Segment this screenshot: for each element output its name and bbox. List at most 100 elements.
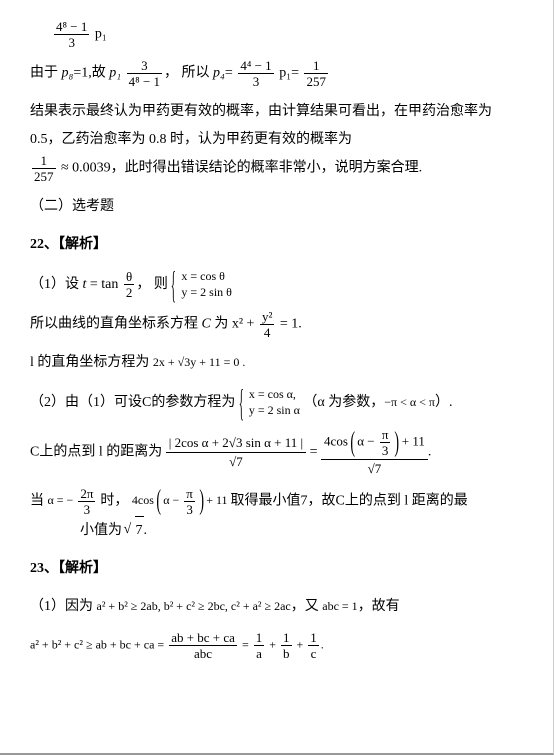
- cases-bracket: x = cos α, y = 2 sin α: [239, 387, 300, 418]
- case-line: x = cos α,: [249, 387, 300, 403]
- denominator: c: [308, 646, 319, 660]
- text: 当: [30, 493, 48, 508]
- text: +: [294, 637, 307, 651]
- numerator: | 2cos α + 2√3 sin α + 11 |: [166, 436, 306, 453]
- text: 为: [211, 317, 232, 332]
- denominator: 4⁸ − 1: [127, 74, 162, 88]
- fraction: 1 c: [308, 631, 319, 660]
- text: 小值为: [30, 523, 126, 538]
- numerator: π: [380, 428, 391, 443]
- denominator: 257: [304, 74, 328, 88]
- text: =: [306, 445, 321, 460]
- text: l 的直角坐标方程为: [30, 355, 153, 370]
- fraction: | 2cos α + 2√3 sin α + 11 | √7: [166, 436, 306, 470]
- text-line-7: 所以曲线的直角坐标系方程 C 为 x² + y² 4 = 1.: [30, 310, 523, 339]
- denominator: 3: [184, 502, 195, 516]
- denominator: 3: [54, 35, 89, 49]
- text: 时，: [100, 493, 128, 508]
- numerator: θ: [124, 270, 135, 285]
- fraction: 4⁴ − 1 3: [238, 59, 273, 88]
- text: ）.: [435, 395, 453, 410]
- text: ，故有: [358, 599, 400, 614]
- denominator: √7: [321, 460, 428, 476]
- text: +: [266, 637, 279, 651]
- var: p₄: [213, 66, 225, 81]
- denominator: b: [281, 646, 292, 660]
- denominator: a: [254, 646, 265, 660]
- numerator: ab + bc + ca: [169, 631, 237, 646]
- fraction: 1 b: [281, 631, 292, 660]
- paragraph: 结果表示最终认为甲药更有效的概率，由计算结果可看出，在甲药治愈率为 0.5，乙药…: [30, 98, 523, 183]
- var: C: [202, 317, 211, 332]
- denominator: 2: [124, 285, 135, 299]
- text: （2）由（1）可设C的参数方程为: [30, 395, 239, 410]
- text: （1）设: [30, 277, 83, 292]
- math: 2x + √3y + 11 = 0 .: [153, 355, 245, 369]
- math: −π < α < π: [384, 395, 435, 409]
- paren-icon: (: [350, 432, 355, 454]
- numerator: 1: [308, 631, 319, 646]
- text-line-2: 由于 p₈=1,故 p₁ 3 4⁸ − 1 ， 所以 p₄= 4⁴ − 1 3 …: [30, 59, 523, 88]
- text: C上的点到 l 的距离为: [30, 445, 166, 460]
- numerator: 4cos(α − π 3 )+ 11: [321, 428, 428, 460]
- fraction: y² 4: [260, 310, 274, 339]
- numerator: 1: [281, 631, 292, 646]
- text: p₁: [91, 27, 106, 42]
- cases-bracket: x = cos θ y = 2 sin θ: [171, 269, 232, 300]
- denominator: 4: [260, 325, 274, 339]
- paren-icon: ): [199, 490, 204, 512]
- text-line-9: （2）由（1）可设C的参数方程为 x = cos α, y = 2 sin α …: [30, 387, 523, 418]
- denominator: 3: [78, 502, 95, 516]
- text: 4cos: [132, 493, 154, 507]
- math: x² +: [232, 317, 258, 332]
- fraction: 1 a: [254, 631, 265, 660]
- numerator: y²: [260, 310, 274, 325]
- case-line: y = 2 sin θ: [181, 285, 232, 301]
- fraction: π 3: [380, 428, 391, 457]
- numerator: 1: [32, 154, 56, 169]
- text: 结果表示最终认为甲药更有效的概率，由计算结果可看出，在甲药治愈率为 0.5，乙药…: [30, 104, 492, 147]
- fraction: 4cos(α − π 3 )+ 11 √7: [321, 428, 428, 476]
- text: + 11: [206, 493, 227, 507]
- text-line-13: a² + b² + c² ≥ ab + bc + ca = ab + bc + …: [30, 631, 523, 660]
- text: =1,故: [73, 66, 109, 81]
- radicand: 7: [135, 516, 144, 545]
- text: （α 为参数，: [303, 395, 384, 410]
- text: ≈ 0.0039，此时得出错误结论的概率非常小，说明方案合理.: [58, 161, 423, 176]
- math: α = − 2π 3: [48, 493, 101, 507]
- sqrt: 7: [126, 516, 144, 545]
- math: 4cos(α − π 3 )+ 11: [132, 493, 231, 507]
- expr-line-1: 4⁸ − 1 3 p₁: [30, 20, 523, 49]
- paren-icon: (: [156, 490, 161, 512]
- numerator: 1: [304, 59, 328, 74]
- text-line-6: （1）设 t = tan θ 2 ， 则 x = cos θ y = 2 sin…: [30, 269, 523, 300]
- text: .: [144, 523, 148, 538]
- denominator: √7: [166, 453, 306, 469]
- text: .: [321, 637, 324, 651]
- text: =: [239, 637, 252, 651]
- text: ， 所以: [164, 66, 213, 81]
- text: （1）因为: [30, 599, 97, 614]
- var: p₁: [109, 66, 121, 81]
- math: a² + b² + c² ≥ ab + bc + ca =: [30, 637, 167, 651]
- text: ，又: [291, 599, 323, 614]
- text: = 1.: [276, 317, 301, 332]
- text-line-10: C上的点到 l 的距离为 | 2cos α + 2√3 sin α + 11 |…: [30, 428, 523, 476]
- text: 由于: [30, 66, 62, 81]
- numerator: 4⁸ − 1: [54, 20, 89, 35]
- document-page: 4⁸ − 1 3 p₁ 由于 p₈=1,故 p₁ 3 4⁸ − 1 ， 所以 p…: [0, 0, 554, 755]
- fraction: 4⁸ − 1 3: [54, 20, 89, 49]
- text: .: [428, 445, 432, 460]
- fraction: 2π 3: [78, 487, 95, 516]
- text: + 11: [402, 434, 425, 449]
- fraction: ab + bc + ca abc: [169, 631, 237, 660]
- text: = tan: [86, 277, 122, 292]
- denominator: 3: [238, 74, 273, 88]
- heading-23: 23、【解析】: [30, 555, 523, 583]
- numerator: 3: [127, 59, 162, 74]
- case-line: y = 2 sin α: [249, 403, 300, 419]
- numerator: 4⁴ − 1: [238, 59, 273, 74]
- heading-22: 22、【解析】: [30, 231, 523, 259]
- paren-icon: ): [395, 432, 400, 454]
- math: a² + b² ≥ 2ab, b² + c² ≥ 2bc, c² + a² ≥ …: [97, 599, 291, 613]
